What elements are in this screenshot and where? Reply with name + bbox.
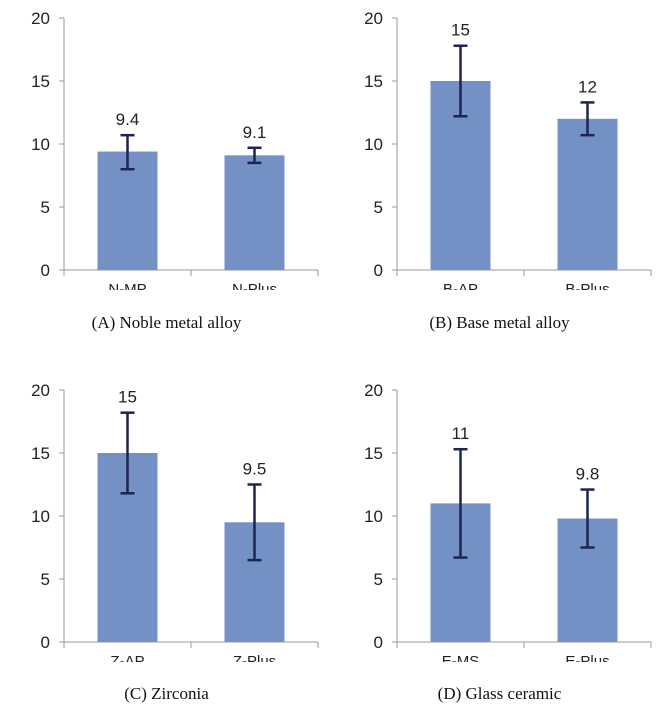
category-label: Z-AP xyxy=(110,653,144,662)
data-label: 15 xyxy=(118,388,137,407)
caption-a: (A) Noble metal alloy xyxy=(91,313,242,332)
chart-c: 0 5 10 15 20 15 Z-AP 9.5 Z-Plus xyxy=(31,381,319,670)
category-label: E-Plus xyxy=(565,653,609,662)
y-tick-label: 0 xyxy=(374,633,383,652)
y-tick-label: 0 xyxy=(41,261,50,280)
panel-d: 0 5 10 15 20 11 E-MS 9.8 E-Plus xyxy=(333,372,666,670)
data-label: 9.5 xyxy=(243,460,267,479)
y-tick-label: 10 xyxy=(364,507,383,526)
y-tick-label: 0 xyxy=(374,261,383,280)
data-label: 9.4 xyxy=(116,110,140,129)
category-label: E-MS xyxy=(442,653,480,662)
y-tick-label: 15 xyxy=(364,444,383,463)
bar-n-mp xyxy=(97,151,158,270)
y-tick-label: 20 xyxy=(364,381,383,400)
data-label: 11 xyxy=(452,424,470,443)
category-label: N-Plus xyxy=(232,281,277,290)
data-label: 12 xyxy=(578,77,597,96)
caption-b: (B) Base metal alloy xyxy=(429,313,570,332)
y-tick-label: 0 xyxy=(41,633,50,652)
y-tick-label: 20 xyxy=(364,9,383,28)
panel-a: 0 5 10 15 20 9.4 N-MP 9.1 N-Plus xyxy=(0,0,333,298)
y-tick-label: 5 xyxy=(374,198,383,217)
panel-b: 0 5 10 15 20 15 B-AP 12 B-Plus xyxy=(333,0,666,298)
category-label: N-MP xyxy=(108,281,146,290)
chart-b: 0 5 10 15 20 15 B-AP 12 B-Plus xyxy=(364,9,652,298)
y-tick-label: 5 xyxy=(41,198,50,217)
data-label: 15 xyxy=(451,21,470,40)
y-tick-label: 5 xyxy=(41,570,50,589)
chart-a: 0 5 10 15 20 9.4 N-MP 9.1 N-Plus xyxy=(31,9,319,298)
category-label: B-Plus xyxy=(565,281,609,290)
caption-c: (C) Zirconia xyxy=(124,684,209,703)
category-label: Z-Plus xyxy=(233,653,276,662)
category-label: B-AP xyxy=(443,281,478,290)
y-tick-label: 10 xyxy=(31,507,50,526)
y-tick-label: 20 xyxy=(31,9,50,28)
y-tick-label: 10 xyxy=(364,135,383,154)
y-tick-label: 5 xyxy=(374,570,383,589)
y-tick-label: 10 xyxy=(31,135,50,154)
data-label: 9.8 xyxy=(576,465,600,484)
y-tick-label: 15 xyxy=(364,72,383,91)
chart-d: 0 5 10 15 20 11 E-MS 9.8 E-Plus xyxy=(364,381,652,670)
y-tick-label: 20 xyxy=(31,381,50,400)
caption-d: (D) Glass ceramic xyxy=(437,684,562,703)
bar-b-plus xyxy=(557,118,618,270)
data-label: 9.1 xyxy=(243,123,267,142)
y-tick-label: 15 xyxy=(31,72,50,91)
bar-n-plus xyxy=(224,155,285,270)
panel-c: 0 5 10 15 20 15 Z-AP 9.5 Z-Plus xyxy=(0,372,333,670)
y-tick-label: 15 xyxy=(31,444,50,463)
